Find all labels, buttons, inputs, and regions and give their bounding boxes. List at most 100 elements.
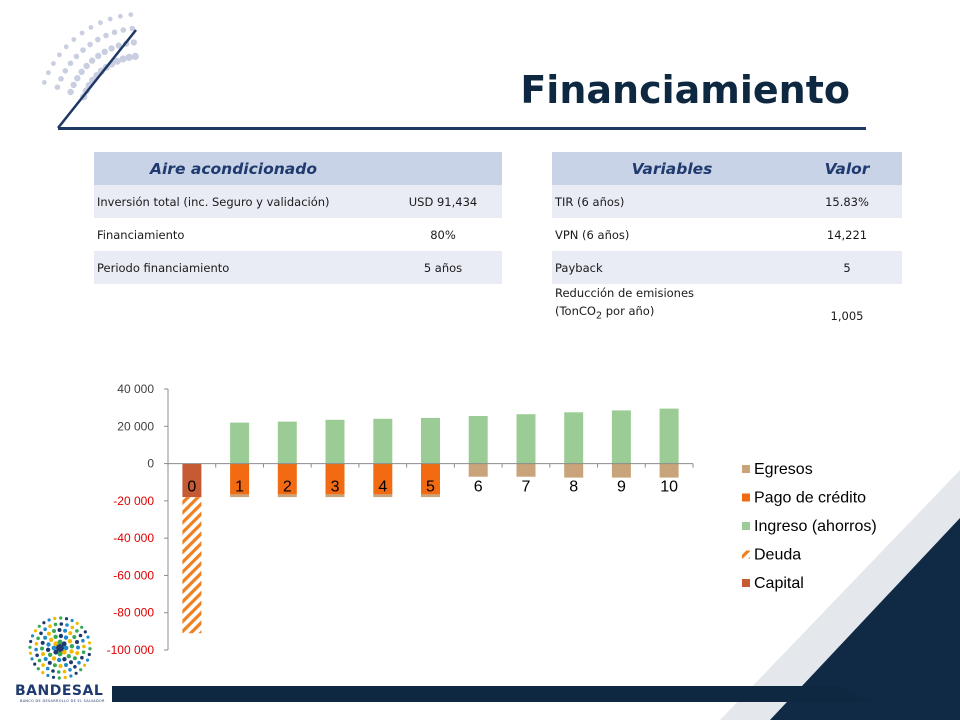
mandala-dot — [40, 640, 45, 645]
mandala-dot — [82, 644, 86, 649]
bar-ingreso-1 — [230, 422, 250, 464]
y-tick-label: 0 — [147, 457, 154, 471]
mandala-dot — [62, 657, 67, 662]
x-tick-label: 0 — [187, 479, 196, 496]
row-value: 5 años — [384, 251, 502, 284]
dot — [83, 62, 90, 70]
x-tick-label: 3 — [331, 479, 340, 496]
row-label: Financiamiento — [97, 227, 185, 242]
bar-egresos-5 — [421, 494, 440, 498]
bar-ingreso-10 — [659, 408, 679, 464]
row-label-line1: Reducción de emisiones — [555, 286, 695, 300]
header-variables: Variables — [552, 152, 792, 185]
variables-table: Variables Valor TIR (6 años) 15.83% VPN … — [552, 152, 902, 325]
mandala-dot — [83, 663, 87, 667]
mandala-dot — [28, 645, 32, 649]
mandala-dot — [69, 649, 74, 654]
table-row: Reducción de emisiones (TonCO2 por año) … — [552, 284, 902, 325]
row-value: 14,221 — [826, 227, 868, 242]
bandesal-logo-text: BANDESAL — [15, 683, 104, 699]
mandala-dot — [51, 675, 56, 679]
table-row: Payback 5 — [552, 251, 902, 284]
y-tick-label: -100 000 — [107, 643, 155, 657]
mandala-dot — [53, 622, 58, 627]
legend-swatch — [742, 550, 750, 559]
mandala-dot — [70, 625, 75, 630]
dot — [74, 75, 81, 82]
mandala-dot — [52, 629, 56, 633]
bar-pago-de-cr-dito-4 — [373, 463, 393, 495]
corner-triangle-light — [720, 470, 960, 720]
mandala-dot — [57, 639, 63, 645]
bar-egresos-7 — [516, 463, 536, 477]
legend-swatch — [742, 465, 750, 473]
mandala-dot — [57, 651, 63, 657]
dot — [62, 68, 69, 74]
dot — [101, 48, 108, 55]
mandala-dot — [68, 631, 73, 636]
dot — [119, 55, 127, 63]
mandala-dot — [81, 638, 85, 643]
bar-ingreso-9 — [611, 410, 631, 464]
dot — [113, 57, 121, 65]
mandala-dot — [59, 622, 64, 626]
mandala-dot — [28, 651, 33, 655]
mandala-dot — [81, 650, 86, 654]
dot — [125, 53, 133, 62]
row-label: VPN (6 años) — [555, 227, 630, 242]
mandala-dot — [45, 666, 50, 671]
mandala-dot — [46, 673, 50, 678]
y-tick-label: 20 000 — [117, 419, 154, 433]
bar-egresos-3 — [325, 494, 345, 498]
bar-pago-de-cr-dito-2 — [277, 463, 297, 495]
mandala-dot — [75, 640, 79, 644]
mandala-dot — [33, 662, 37, 666]
mandala-dot — [59, 616, 63, 620]
mandala-dot — [35, 653, 39, 658]
mandala-dot — [63, 628, 68, 633]
table-header: Aire acondicionado — [94, 152, 502, 185]
dot — [103, 32, 109, 39]
mandala-dot — [37, 624, 41, 628]
mandala-dot — [57, 628, 62, 632]
mandala-dot — [86, 635, 90, 639]
y-tick-label: -80 000 — [113, 606, 154, 620]
mandala-dot — [63, 675, 67, 680]
dot — [46, 70, 51, 76]
mandala-dot — [52, 663, 57, 668]
x-tick-label: 4 — [378, 479, 387, 496]
bar-egresos-9 — [611, 463, 631, 478]
dot — [130, 39, 137, 46]
bar-ingreso-3 — [325, 419, 345, 464]
dot — [98, 20, 103, 26]
mandala-dot — [34, 647, 38, 652]
dot — [107, 16, 113, 22]
mandala-dot — [34, 642, 39, 646]
bar-ingreso-8 — [564, 412, 584, 464]
row-label-line2-post: por año) — [602, 304, 655, 318]
dot — [131, 52, 139, 61]
mandala-dot — [47, 631, 51, 636]
bar-pago-de-cr-dito-3 — [325, 463, 345, 495]
table-row: Inversión total (inc. Seguro y validació… — [94, 185, 502, 218]
mandala-dot — [66, 654, 72, 659]
dot — [115, 42, 123, 49]
row-label: TIR (6 años) — [552, 185, 792, 218]
legend-swatch — [742, 579, 750, 587]
dot — [118, 13, 123, 19]
bar-egresos-1 — [230, 494, 250, 498]
bar-ingreso-2 — [277, 421, 297, 464]
mandala-dot — [72, 656, 77, 661]
mandala-dot — [69, 660, 73, 665]
row-label: Payback — [552, 251, 792, 284]
row-value: USD 91,434 — [384, 185, 502, 218]
mandala-dot — [51, 656, 57, 661]
legend-entry: Deuda — [754, 547, 801, 564]
title-divider — [58, 127, 866, 130]
dot — [108, 45, 115, 52]
legend-entry: Ingreso (ahorros) — [754, 518, 877, 535]
page-title: Financiamiento — [520, 68, 850, 112]
bar-deuda-0 — [182, 497, 202, 634]
x-tick-label: 10 — [660, 479, 678, 496]
